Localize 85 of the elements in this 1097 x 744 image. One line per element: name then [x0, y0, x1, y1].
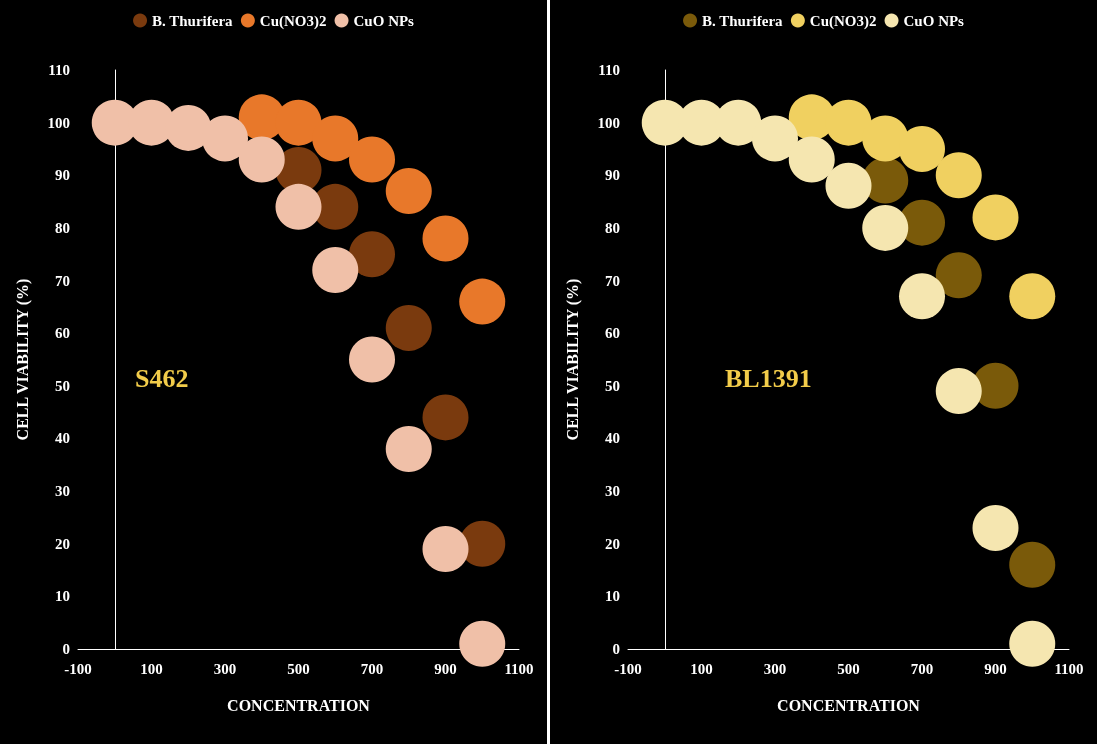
y-tick-label: 90 — [605, 167, 620, 184]
y-tick-label: 70 — [605, 272, 620, 289]
y-tick-label: 90 — [55, 167, 70, 184]
y-tick-label: 20 — [605, 535, 620, 552]
point — [899, 125, 945, 172]
y-tick-label: 40 — [605, 430, 620, 447]
y-tick-label: 40 — [55, 430, 70, 447]
x-tick-label: -100 — [614, 660, 642, 677]
point — [422, 526, 469, 572]
legend-label: Cu(NO3)2 — [809, 12, 877, 30]
point — [312, 115, 359, 162]
point — [385, 425, 432, 472]
point — [972, 504, 1019, 551]
point — [935, 368, 982, 415]
point — [275, 183, 322, 230]
y-tick-label: 110 — [598, 62, 620, 78]
x-tick-label: -100 — [64, 660, 92, 677]
point — [349, 336, 395, 383]
y-tick-label: 10 — [605, 588, 620, 605]
legend-label: B. Thurifera — [702, 12, 784, 29]
point — [238, 136, 285, 183]
x-tick-label: 1100 — [1054, 660, 1084, 677]
legend-label: CuO NPs — [353, 12, 415, 29]
annotation: BL1391 — [725, 363, 812, 393]
x-tick-label: 1100 — [504, 660, 534, 677]
point — [825, 162, 872, 209]
point — [385, 168, 432, 215]
point — [275, 99, 322, 146]
point — [349, 136, 395, 183]
point — [385, 304, 432, 351]
point — [862, 115, 909, 162]
y-tick-label: 30 — [55, 483, 70, 500]
y-tick-label: 50 — [55, 377, 70, 394]
point — [349, 231, 395, 278]
y-tick-label: 50 — [605, 377, 620, 394]
point — [1009, 273, 1056, 320]
x-tick-label: 100 — [140, 660, 163, 677]
x-tick-label: 700 — [360, 660, 384, 677]
point — [1009, 541, 1056, 588]
annotation: S462 — [135, 363, 189, 393]
x-tick-label: 300 — [213, 660, 237, 677]
x-tick-label: 100 — [690, 660, 713, 677]
y-tick-label: 100 — [47, 114, 70, 131]
y-axis-title: CELL VIABILITY (%) — [563, 278, 582, 441]
y-tick-label: 0 — [62, 641, 70, 657]
point — [459, 620, 506, 667]
point — [899, 273, 945, 320]
point — [972, 362, 1019, 409]
point — [935, 152, 982, 199]
point — [752, 115, 798, 162]
point — [202, 115, 248, 162]
x-tick-label: 700 — [910, 660, 934, 677]
point — [422, 215, 469, 262]
point — [1009, 620, 1056, 667]
x-tick-label: 900 — [434, 660, 457, 677]
point — [935, 252, 982, 299]
y-tick-label: 110 — [48, 62, 70, 78]
y-axis-title: CELL VIABILITY (%) — [13, 278, 32, 441]
point — [165, 104, 212, 151]
legend-label: Cu(NO3)2 — [259, 12, 327, 30]
y-tick-label: 20 — [55, 535, 70, 552]
y-tick-label: 60 — [55, 325, 70, 342]
point — [422, 394, 469, 441]
legend-label: CuO NPs — [903, 12, 965, 29]
y-tick-label: 0 — [612, 641, 620, 657]
x-tick-label: 500 — [837, 660, 860, 677]
point — [459, 278, 506, 325]
x-axis-title: CONCENTRATION — [227, 696, 371, 714]
x-tick-label: 300 — [763, 660, 787, 677]
point — [972, 194, 1019, 241]
x-tick-label: 500 — [287, 660, 310, 677]
y-tick-label: 80 — [55, 219, 70, 236]
point — [862, 204, 909, 251]
legend-label: B. Thurifera — [152, 12, 234, 29]
y-tick-label: 100 — [597, 114, 620, 131]
point — [825, 99, 872, 146]
y-tick-label: 10 — [55, 588, 70, 605]
point — [312, 247, 359, 294]
y-tick-label: 70 — [55, 272, 70, 289]
x-axis-title: CONCENTRATION — [777, 696, 921, 714]
x-tick-label: 900 — [984, 660, 1007, 677]
y-tick-label: 30 — [605, 483, 620, 500]
point — [788, 136, 835, 183]
y-tick-label: 60 — [605, 325, 620, 342]
y-tick-label: 80 — [605, 219, 620, 236]
